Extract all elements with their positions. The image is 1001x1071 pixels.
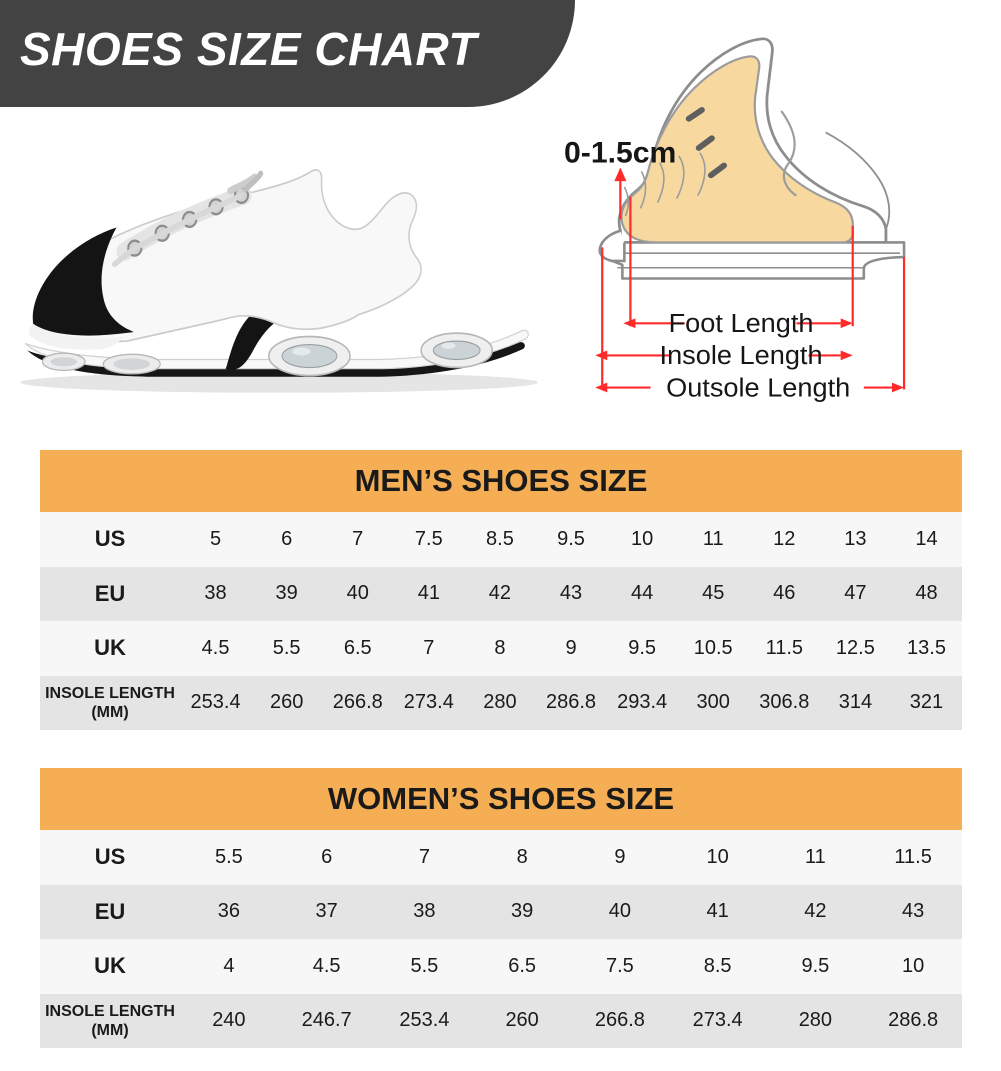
svg-text:Foot Length: Foot Length: [669, 308, 814, 338]
svg-text:Insole Length: Insole Length: [660, 341, 823, 371]
svg-text:0-1.5cm: 0-1.5cm: [564, 137, 676, 169]
svg-text:Outsole Length: Outsole Length: [666, 373, 850, 403]
